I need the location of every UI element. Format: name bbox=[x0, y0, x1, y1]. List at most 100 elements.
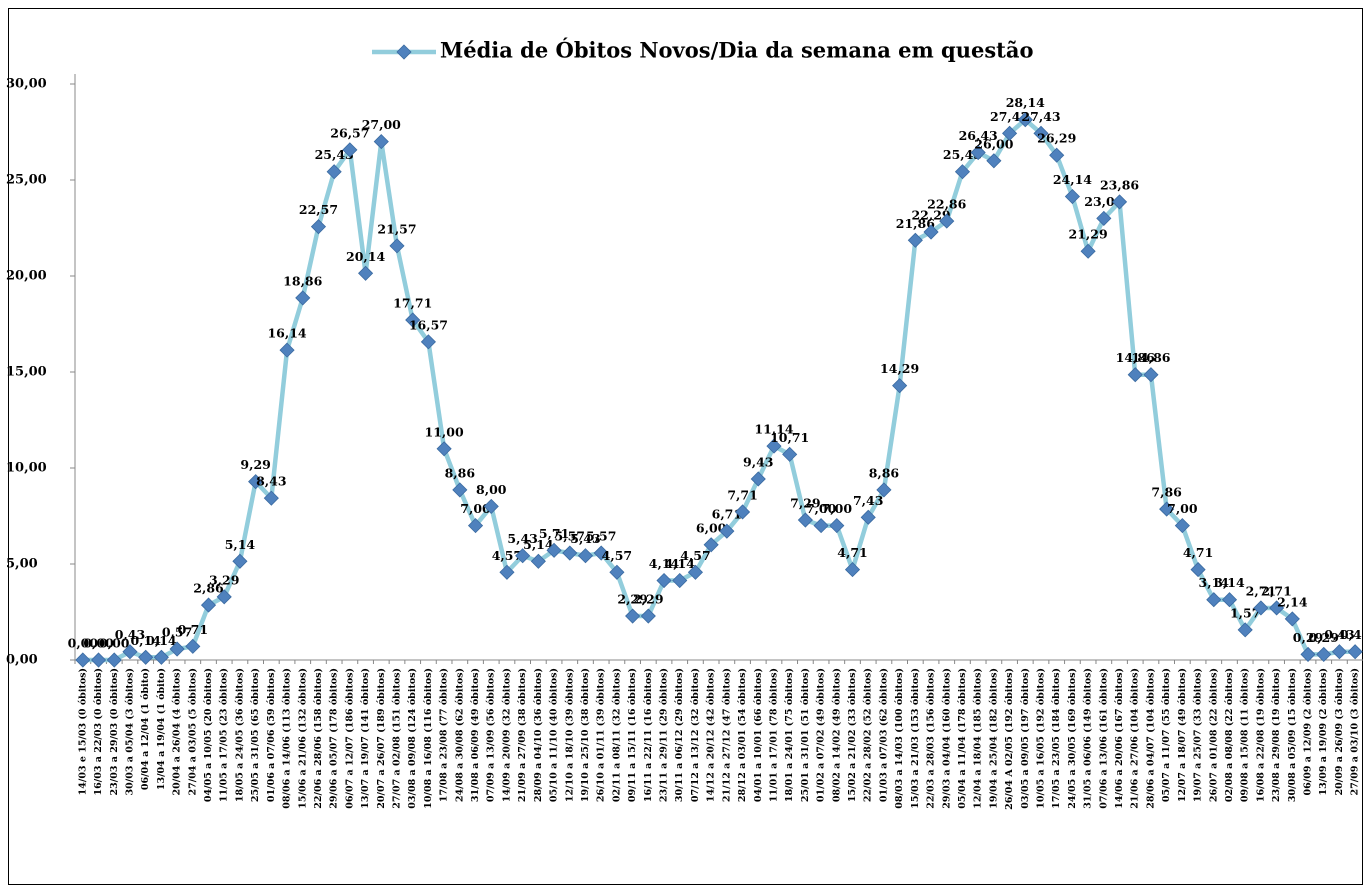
data-label: 7,71 bbox=[727, 487, 757, 502]
data-point bbox=[373, 134, 389, 150]
data-label: 5,57 bbox=[555, 529, 585, 544]
data-label: 6,71 bbox=[712, 507, 742, 522]
legend-marker bbox=[396, 44, 412, 60]
data-point bbox=[122, 644, 138, 660]
data-label: 4,14 bbox=[649, 556, 680, 571]
data-point bbox=[1127, 367, 1143, 383]
data-point bbox=[546, 542, 562, 558]
data-point bbox=[405, 312, 421, 328]
x-tick-label: 12/07 a 18/07 (49 óbitos) bbox=[1177, 668, 1188, 802]
data-point bbox=[436, 441, 452, 457]
x-tick-label: 15/03 a 21/03 (153 óbitos) bbox=[910, 668, 921, 809]
x-tick-label: 24/08 a 30/08 (62 óbitos) bbox=[454, 668, 465, 802]
data-label: 3,14 bbox=[1199, 575, 1230, 590]
y-tick-label: 15,00 bbox=[6, 365, 47, 380]
data-point bbox=[1300, 646, 1316, 662]
data-point bbox=[1253, 600, 1269, 616]
data-label: 9,43 bbox=[743, 454, 773, 469]
data-point bbox=[656, 572, 672, 589]
data-label: 0,00 bbox=[99, 636, 130, 651]
data-point bbox=[1316, 646, 1332, 662]
x-tick-label: 05/07 a 11/07 (55 óbitos) bbox=[1161, 668, 1172, 802]
data-label: 17,71 bbox=[393, 295, 432, 310]
data-point bbox=[970, 144, 986, 161]
data-label: 2,86 bbox=[193, 581, 224, 596]
data-point bbox=[1221, 592, 1238, 608]
data-point bbox=[467, 518, 484, 534]
data-label: 9,29 bbox=[240, 457, 270, 472]
x-tick-label: 29/03 a 04/04 (160 óbitos) bbox=[941, 668, 952, 809]
data-label: 23,00 bbox=[1084, 194, 1123, 209]
x-tick-label: 26/04 A 02/05 (192 óbitos) bbox=[1004, 668, 1015, 810]
data-label: 26,43 bbox=[959, 128, 998, 143]
data-point bbox=[263, 490, 279, 506]
data-point bbox=[1064, 188, 1080, 205]
x-tick-label: 10/08 a 16/08 (116 óbitos) bbox=[423, 668, 434, 809]
data-label: 1,57 bbox=[1230, 605, 1260, 620]
y-tick-label: 10,00 bbox=[6, 461, 47, 476]
data-point bbox=[703, 537, 719, 553]
data-label: 14,86 bbox=[1131, 350, 1170, 365]
data-label: 11,14 bbox=[754, 422, 793, 437]
data-point bbox=[185, 638, 201, 654]
data-point bbox=[1096, 210, 1112, 226]
x-tick-label: 29/06 a 05/07 (178 óbitos) bbox=[329, 668, 340, 809]
data-point bbox=[90, 652, 107, 668]
x-tick-label: 02/11 a 08/11 (32 óbitos) bbox=[611, 668, 622, 802]
data-label: 3,29 bbox=[209, 572, 239, 587]
data-label: 4,57 bbox=[492, 548, 522, 563]
x-tick-label: 11/05 a 17/05 (23 óbitos) bbox=[219, 668, 230, 802]
data-label: 26,57 bbox=[330, 125, 369, 140]
data-label: 26,29 bbox=[1037, 131, 1076, 146]
data-point bbox=[153, 649, 169, 665]
x-tick-label: 26/10 a 01/11 (39 óbitos) bbox=[596, 668, 607, 802]
data-point bbox=[766, 438, 782, 454]
x-tick-label: 21/09 a 27/09 (38 óbitos) bbox=[517, 668, 528, 802]
data-label: 24,14 bbox=[1053, 172, 1092, 187]
x-tick-label: 18/01 a 24/01 (75 óbitos) bbox=[784, 668, 795, 802]
x-tick-label: 02/08 a 08/08 (22 óbitos) bbox=[1224, 668, 1235, 802]
data-point bbox=[200, 597, 217, 613]
data-label: 2,29 bbox=[617, 592, 647, 607]
x-tick-label: 30/03 a 05/04 (3 óbitos) bbox=[124, 668, 135, 795]
x-tick-label: 17/08 a 23/08 (77 óbitos) bbox=[439, 668, 450, 802]
data-label: 7,00 bbox=[806, 501, 837, 516]
data-point bbox=[782, 446, 798, 462]
x-tick-label: 21/12 a 27/12 (47 óbitos) bbox=[721, 668, 732, 802]
x-tick-label: 15/06 a 21/06 (132 óbitos) bbox=[297, 668, 308, 809]
data-point bbox=[342, 142, 358, 158]
data-point bbox=[138, 649, 154, 665]
x-tick-label: 22/02 a 28/02 (52 óbitos) bbox=[863, 668, 874, 802]
x-tick-label: 11/01 a 17/01 (78 óbitos) bbox=[768, 668, 779, 802]
data-point bbox=[813, 518, 829, 534]
data-label: 4,14 bbox=[665, 556, 696, 571]
data-label: 8,43 bbox=[256, 474, 286, 489]
data-point bbox=[1331, 644, 1348, 660]
data-label: 5,14 bbox=[225, 537, 256, 552]
data-label: 7,43 bbox=[853, 493, 883, 508]
data-label: 23,86 bbox=[1100, 177, 1139, 192]
data-point bbox=[1049, 147, 1065, 163]
series-line bbox=[82, 117, 1356, 663]
data-label: 0,43 bbox=[1324, 627, 1354, 642]
data-label: 2,14 bbox=[1277, 594, 1308, 609]
x-tick-label: 16/11 a 22/11 (16 óbitos) bbox=[643, 668, 654, 802]
data-label: 4,57 bbox=[602, 548, 632, 563]
x-tick-label: 03/08 a 09/08 (124 óbitos) bbox=[407, 668, 418, 809]
data-label: 27,43 bbox=[1021, 109, 1060, 124]
data-point bbox=[106, 652, 122, 668]
data-label: 4,71 bbox=[1183, 545, 1213, 560]
x-tick-label: 05/10 a 11/10 (40 óbitos) bbox=[549, 668, 560, 802]
data-point bbox=[907, 232, 923, 248]
data-point bbox=[750, 471, 766, 487]
x-tick-label: 14/06 a 20/06 (167 óbitos) bbox=[1114, 668, 1125, 809]
data-point bbox=[483, 498, 499, 514]
data-label: 8,86 bbox=[869, 465, 900, 480]
x-tick-label: 20/04 a 26/04 (4 óbitos) bbox=[172, 668, 183, 795]
x-tick-label: 30/08 a 05/09 (15 óbitos) bbox=[1287, 668, 1298, 802]
data-label: 26,00 bbox=[974, 136, 1013, 151]
data-point bbox=[562, 545, 578, 561]
x-tick-label: 04/05 a 10/05 (20 óbitos) bbox=[203, 668, 214, 802]
data-label: 5,57 bbox=[586, 529, 616, 544]
